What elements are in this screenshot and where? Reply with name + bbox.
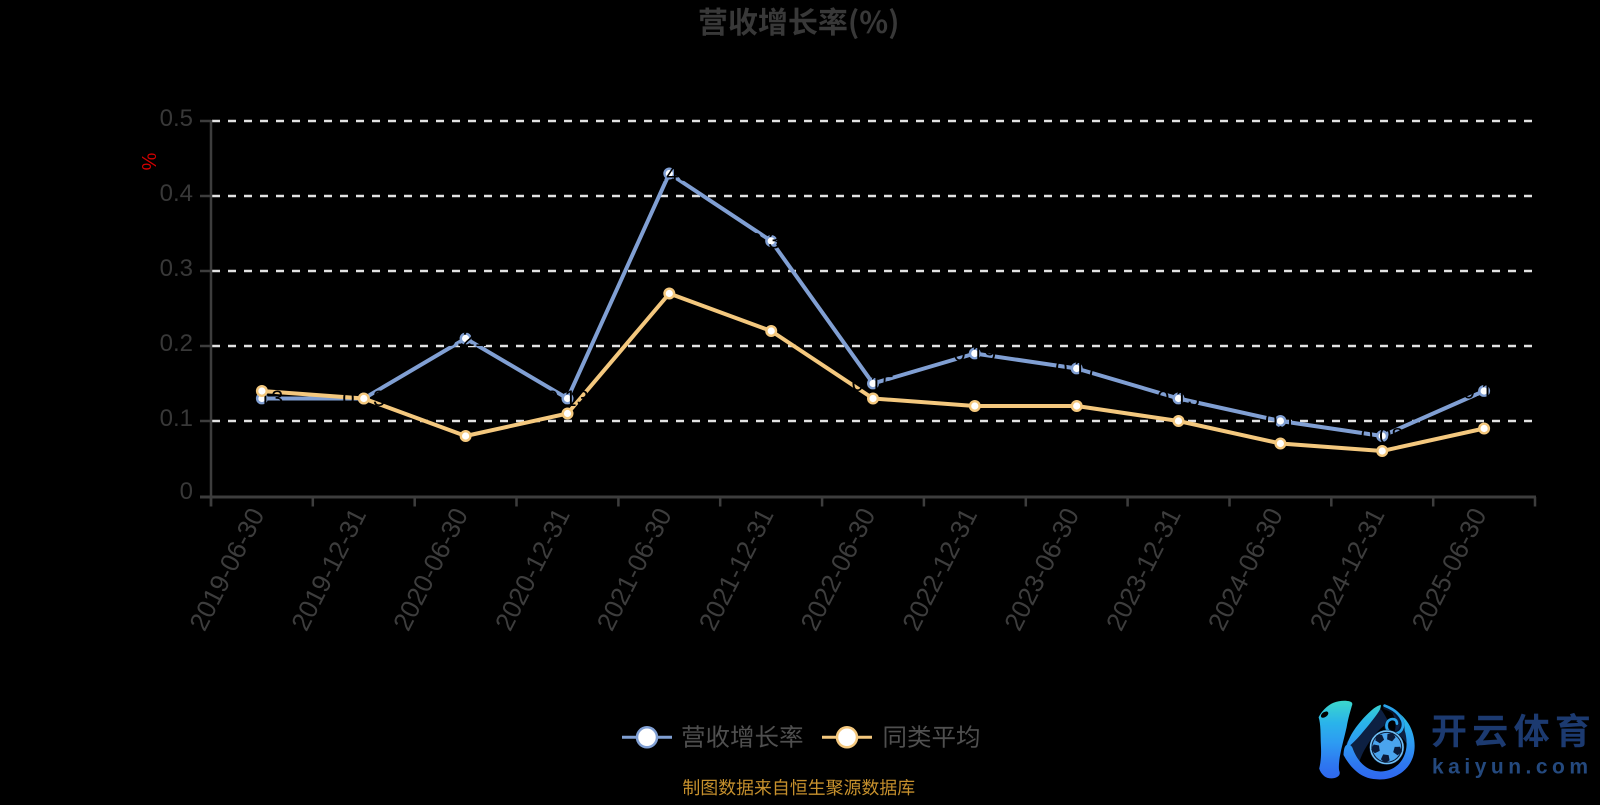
svg-text:0.2: 0.2	[160, 330, 193, 357]
svg-text:0.13: 0.13	[1157, 386, 1200, 411]
svg-text:0.17: 0.17	[1055, 356, 1098, 381]
svg-text:0.14: 0.14	[1463, 379, 1506, 404]
svg-text:0.08: 0.08	[1361, 424, 1404, 449]
svg-text:0.1: 0.1	[160, 405, 193, 432]
svg-text:kaiyun.com: kaiyun.com	[1432, 756, 1593, 779]
svg-text:0.3: 0.3	[160, 255, 193, 282]
svg-text:0.21: 0.21	[444, 326, 487, 351]
svg-text:0.19: 0.19	[953, 341, 996, 366]
svg-text:0.1: 0.1	[1265, 409, 1296, 434]
svg-text:0.4: 0.4	[160, 180, 193, 207]
svg-text:0: 0	[180, 478, 193, 505]
svg-text:0.34: 0.34	[750, 229, 793, 254]
svg-text:0.13: 0.13	[546, 386, 589, 411]
svg-text:0.43: 0.43	[648, 161, 691, 186]
svg-text:0.15: 0.15	[852, 371, 895, 396]
svg-text:0.5: 0.5	[160, 105, 193, 132]
svg-text:%: %	[137, 153, 159, 171]
